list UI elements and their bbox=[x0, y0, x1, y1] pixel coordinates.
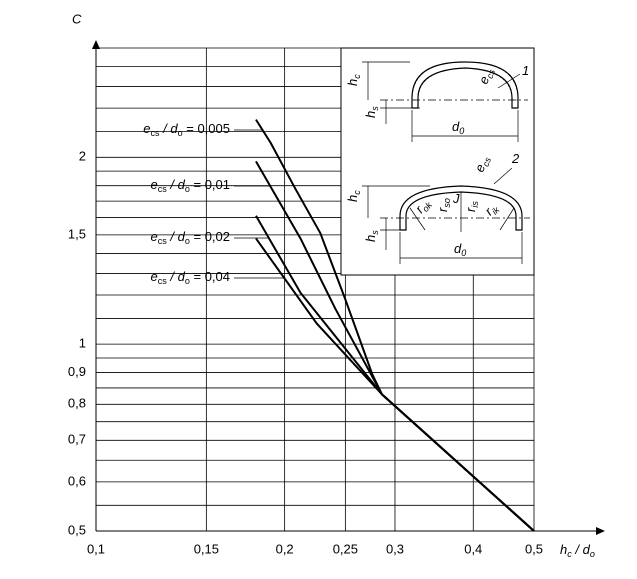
inset-label: J bbox=[452, 191, 460, 206]
leader bbox=[493, 167, 513, 185]
legend-label-value: 0,02 bbox=[205, 229, 230, 244]
inset-label-sub: cs bbox=[485, 68, 498, 80]
legend-label-part: = bbox=[190, 269, 205, 284]
legend-label-part: cs bbox=[158, 184, 168, 194]
legend-label-part: cs bbox=[151, 128, 161, 138]
inset-label-text: 2 bbox=[511, 151, 520, 166]
inset-label: 1 bbox=[522, 63, 529, 78]
x-axis-title-part: h bbox=[560, 542, 567, 557]
legend-label-part: cs bbox=[158, 276, 168, 286]
legend-label-part: o bbox=[185, 184, 190, 194]
legend-label-part: e bbox=[151, 177, 158, 192]
inset-label-text: J bbox=[452, 191, 460, 206]
radius-line bbox=[499, 207, 515, 231]
inset-label-text: 1 bbox=[522, 63, 529, 78]
x-axis-title-part: o bbox=[590, 549, 595, 559]
x-tick-label: 0,4 bbox=[464, 541, 482, 556]
y-tick-label: 0,6 bbox=[68, 473, 86, 488]
inset-label: 2 bbox=[511, 151, 520, 166]
leader bbox=[497, 73, 521, 89]
legend-label-part: cs bbox=[158, 236, 168, 246]
legend-label: ecs / do = 0,005 bbox=[143, 121, 230, 138]
inset-label: d0 bbox=[454, 241, 466, 258]
head-1-hatch bbox=[411, 61, 519, 101]
inset-label-sub: s bbox=[370, 230, 380, 235]
legend-label-part: = bbox=[183, 121, 198, 136]
inset-label-sub: 0 bbox=[461, 248, 466, 258]
x-axis-title: hc / do bbox=[560, 542, 595, 559]
y-tick-label: 0,8 bbox=[68, 396, 86, 411]
inset-label: ecs bbox=[476, 65, 498, 87]
inset-label: ris bbox=[463, 201, 480, 212]
inset-label-text: e bbox=[472, 162, 489, 174]
inset-label-sub: c bbox=[352, 74, 362, 79]
inset-label-sub: cs bbox=[481, 156, 494, 168]
inset-label-sub: is bbox=[470, 201, 480, 208]
x-tick-label: 0,3 bbox=[386, 541, 404, 556]
legend-label: ecs / do = 0,02 bbox=[151, 229, 230, 246]
inset-label-text: d bbox=[452, 119, 460, 134]
inset-label-sub: 0 bbox=[459, 126, 464, 136]
inset-label: ecs bbox=[472, 153, 494, 175]
legend-label-part: o bbox=[178, 128, 183, 138]
inset-label-sub: c bbox=[352, 190, 362, 195]
y-tick-label: 0,5 bbox=[68, 522, 86, 537]
x-tick-label: 0,5 bbox=[525, 541, 543, 556]
y-tick-label: 0,9 bbox=[68, 364, 86, 379]
legend-label-part: e bbox=[143, 121, 150, 136]
legend-label-part: / d bbox=[167, 229, 186, 244]
head-2 bbox=[399, 185, 523, 231]
inset-label-text: r bbox=[463, 207, 478, 212]
legend-label-part: e bbox=[151, 269, 158, 284]
legend-label-part: = bbox=[190, 229, 205, 244]
inset-label-text: d bbox=[454, 241, 462, 256]
legend-label-part: o bbox=[185, 276, 190, 286]
legend-label-part: = bbox=[190, 177, 205, 192]
inset-label: hc bbox=[345, 190, 362, 202]
legend-label: ecs / do = 0,01 bbox=[151, 177, 230, 194]
inset-label: hs bbox=[363, 106, 380, 118]
x-tick-label: 0,25 bbox=[333, 541, 358, 556]
legend-label-part: o bbox=[185, 236, 190, 246]
inset-label-text: h bbox=[363, 235, 378, 242]
radius-line bbox=[409, 207, 426, 231]
x-tick-label: 0,15 bbox=[194, 541, 219, 556]
inset-label: rso bbox=[435, 198, 452, 212]
y-tick-label: 0,7 bbox=[68, 432, 86, 447]
axes: C hc / do 0,50,60,70,80,911,520,1 0,15 0,2… bbox=[68, 11, 605, 559]
inset-label-text: r bbox=[435, 207, 450, 212]
inset-label-text: e bbox=[476, 74, 493, 86]
inset-label: hc bbox=[345, 74, 362, 86]
x-axis-title-part: c bbox=[567, 549, 572, 559]
x-tick-label: 0,2 bbox=[276, 541, 294, 556]
inset-label-sub: so bbox=[442, 198, 452, 208]
y-axis-title: C bbox=[72, 11, 82, 26]
legend-label: ecs / do = 0,04 bbox=[151, 269, 230, 286]
y-tick-label: 1,5 bbox=[68, 226, 86, 241]
y-tick-label: 2 bbox=[79, 149, 86, 164]
inset-label-text: h bbox=[345, 79, 360, 86]
legend-label-part: e bbox=[151, 229, 158, 244]
inset-label: d0 bbox=[452, 119, 464, 136]
x-axis-title-part: / d bbox=[572, 542, 591, 557]
x-arrow bbox=[596, 527, 605, 535]
legend-label-part: / d bbox=[160, 121, 179, 136]
legend-label-value: 0,04 bbox=[205, 269, 230, 284]
legend-label-value: 0,005 bbox=[197, 121, 230, 136]
inset-label-text: h bbox=[363, 111, 378, 118]
inset-label-sub: s bbox=[370, 106, 380, 111]
inset-label-text: h bbox=[345, 195, 360, 202]
legend-label-part: / d bbox=[167, 269, 186, 284]
inset-label: hs bbox=[363, 230, 380, 242]
x-tick-label: 0,1 bbox=[87, 541, 105, 556]
y-arrow bbox=[92, 40, 100, 49]
legend-label-part: / d bbox=[167, 177, 186, 192]
y-tick-label: 1 bbox=[79, 336, 86, 351]
legend-label-value: 0,01 bbox=[205, 177, 230, 192]
curve bbox=[255, 237, 535, 532]
